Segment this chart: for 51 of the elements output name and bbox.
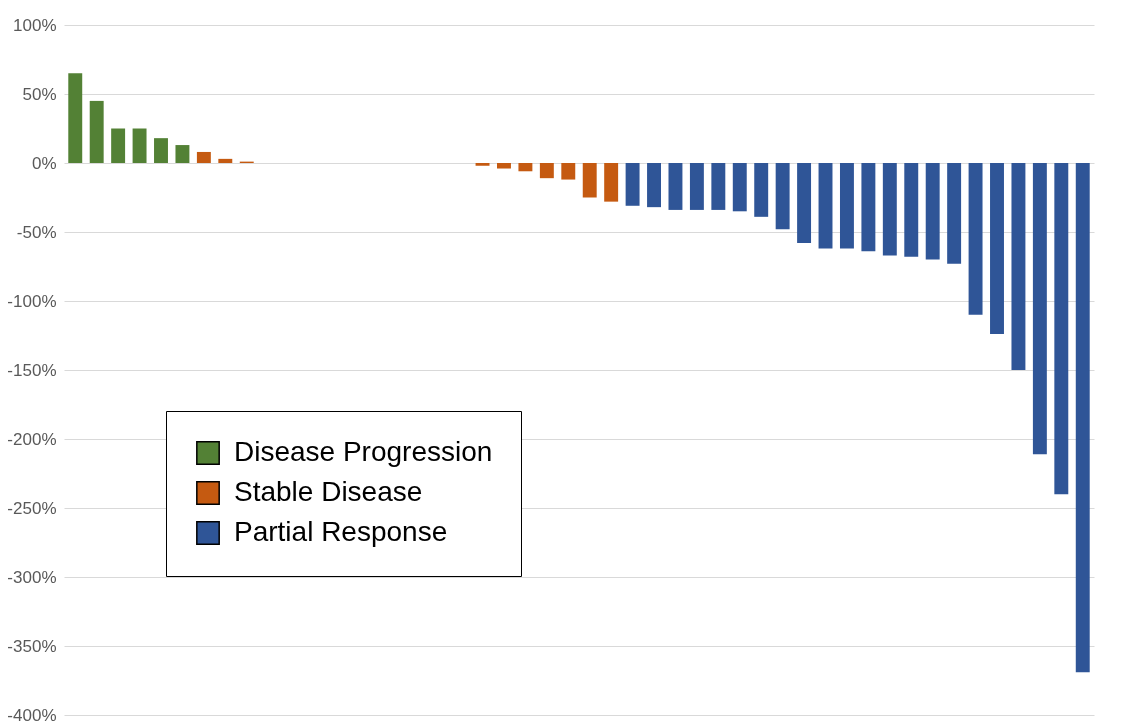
bar: [604, 163, 619, 202]
y-tick-label: -100%: [7, 291, 57, 311]
bar: [68, 73, 83, 163]
bar: [861, 163, 876, 252]
y-tick-label: 100%: [13, 15, 57, 35]
bar: [882, 163, 897, 256]
bar: [1075, 163, 1090, 673]
legend-label: Partial Response: [234, 516, 448, 547]
bar: [1032, 163, 1047, 455]
bar: [968, 163, 983, 315]
bar: [711, 163, 726, 210]
y-tick-label: -50%: [16, 222, 57, 242]
bar: [175, 145, 190, 163]
bar: [497, 163, 511, 169]
y-tick-label: -250%: [7, 498, 57, 518]
bar: [947, 163, 962, 264]
bar: [647, 163, 661, 208]
bar: [990, 163, 1004, 335]
bar: [154, 138, 168, 163]
bar: [818, 163, 833, 249]
bar: [668, 163, 683, 210]
bar: [1011, 163, 1026, 370]
y-tick-label: -350%: [7, 636, 57, 656]
bar: [775, 163, 790, 230]
bar: [1054, 163, 1069, 495]
legend-label: Disease Progression: [234, 436, 493, 467]
y-tick-label: -400%: [7, 705, 57, 725]
bar: [89, 100, 104, 163]
y-tick-label: -150%: [7, 360, 57, 380]
bar: [196, 151, 211, 163]
bar: [797, 163, 812, 244]
y-tick-label: 0%: [31, 153, 57, 173]
y-tick-label: 50%: [22, 84, 57, 104]
bar: [689, 163, 704, 210]
bar: [925, 163, 940, 260]
legend-label: Stable Disease: [234, 476, 423, 507]
bar: [625, 163, 640, 206]
bar: [839, 163, 854, 249]
bar: [582, 163, 597, 198]
y-tick-label: -200%: [7, 429, 57, 449]
bar: [754, 163, 769, 217]
y-tick-label: -300%: [7, 567, 57, 587]
bar: [475, 163, 490, 166]
bar: [732, 163, 747, 212]
bar: [518, 163, 533, 172]
bar: [218, 158, 233, 163]
bar: [539, 163, 554, 179]
bar: [904, 163, 919, 257]
bar: [132, 128, 147, 163]
bar: [561, 163, 576, 180]
bar: [111, 128, 126, 163]
